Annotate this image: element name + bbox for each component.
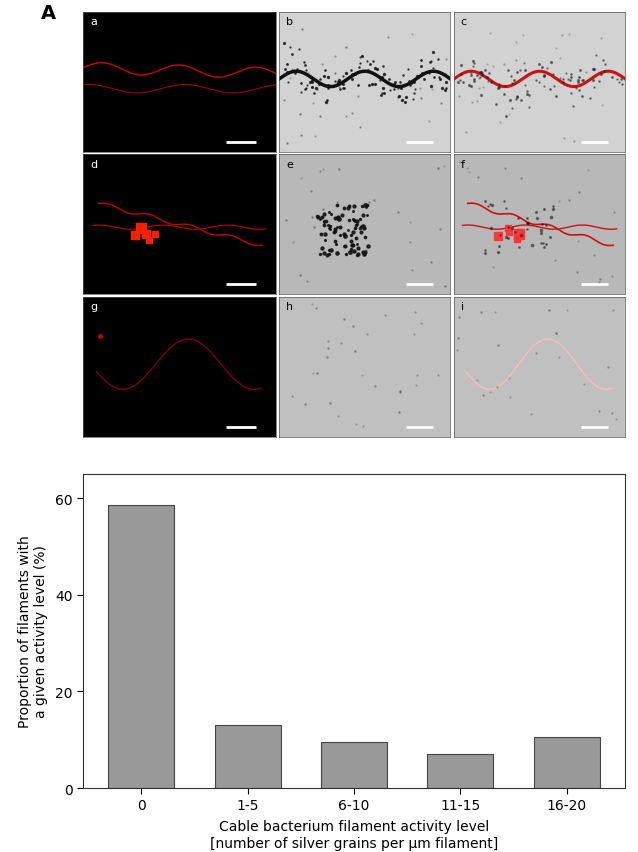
Bar bbox=[215, 725, 281, 788]
Bar bbox=[427, 754, 493, 788]
Text: d: d bbox=[91, 159, 98, 170]
Bar bbox=[321, 742, 387, 788]
Y-axis label: Proportion of filaments with
a given activity level (%): Proportion of filaments with a given act… bbox=[18, 535, 48, 728]
X-axis label: Cable bacterium filament activity level
[number of silver grains per μm filament: Cable bacterium filament activity level … bbox=[210, 820, 498, 849]
Text: e: e bbox=[286, 159, 293, 170]
Text: g: g bbox=[91, 302, 98, 312]
Text: h: h bbox=[286, 302, 293, 312]
Text: a: a bbox=[91, 17, 98, 27]
Text: i: i bbox=[461, 302, 464, 312]
Bar bbox=[108, 505, 174, 788]
Text: A: A bbox=[41, 4, 56, 23]
Text: b: b bbox=[286, 17, 293, 27]
Text: f: f bbox=[461, 159, 465, 170]
Text: c: c bbox=[461, 17, 467, 27]
Bar bbox=[534, 737, 600, 788]
